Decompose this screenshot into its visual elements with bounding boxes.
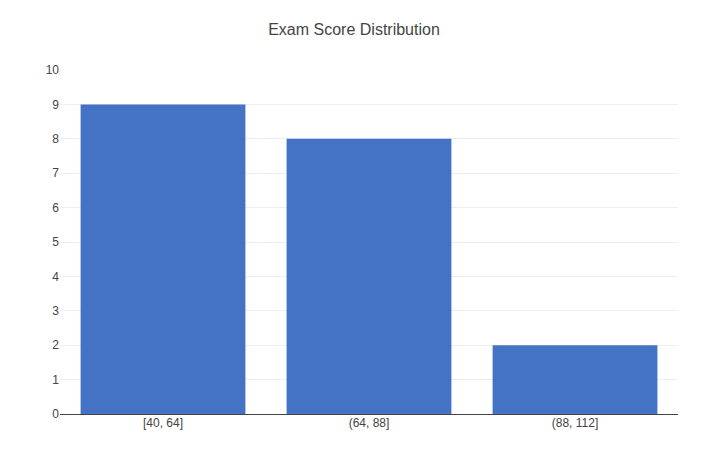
svg-text:9: 9: [52, 98, 59, 112]
svg-text:Exam Score Distribution: Exam Score Distribution: [268, 21, 440, 38]
svg-text:10: 10: [46, 63, 60, 77]
svg-text:(64, 88]: (64, 88]: [349, 416, 390, 430]
svg-text:8: 8: [52, 132, 59, 146]
svg-text:7: 7: [52, 166, 59, 180]
svg-text:1: 1: [52, 373, 59, 387]
svg-text:3: 3: [52, 304, 59, 318]
svg-text:6: 6: [52, 201, 59, 215]
svg-text:0: 0: [52, 407, 59, 421]
svg-text:5: 5: [52, 235, 59, 249]
svg-text:(88, 112]: (88, 112]: [552, 416, 598, 430]
svg-text:4: 4: [52, 270, 59, 284]
svg-text:[40, 64]: [40, 64]: [143, 416, 183, 430]
svg-text:2: 2: [52, 338, 59, 352]
